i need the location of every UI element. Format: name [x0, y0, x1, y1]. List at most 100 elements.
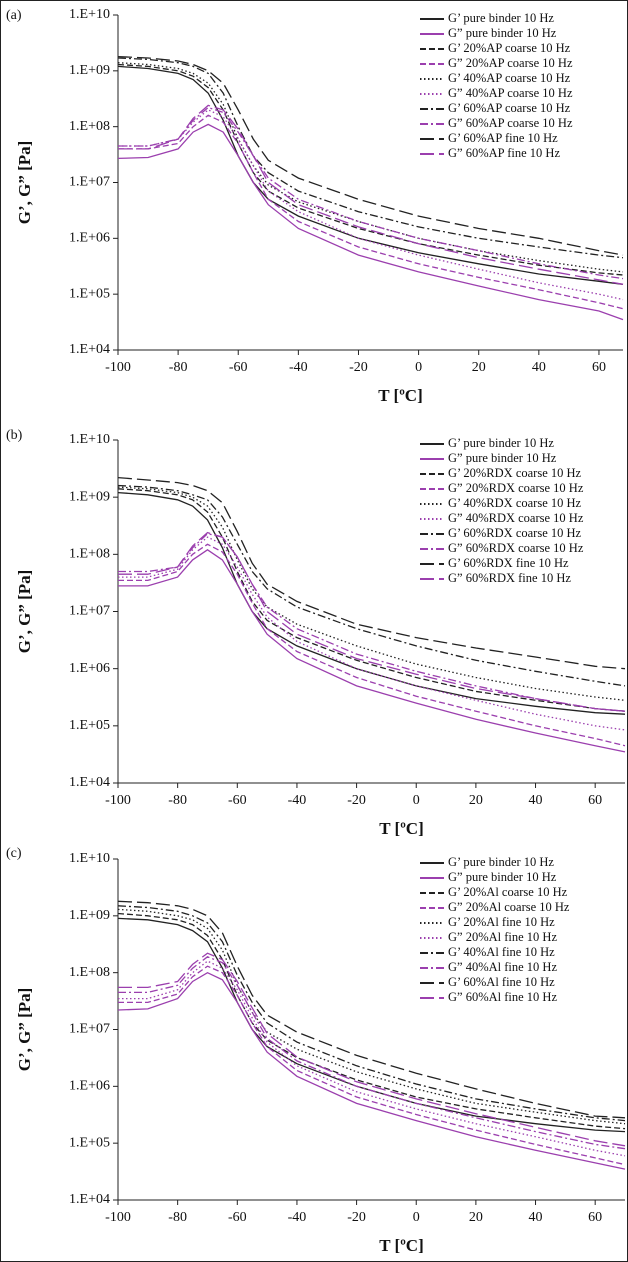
y-tick-label: 1.E+07 — [69, 604, 110, 619]
x-tick-label: -80 — [169, 360, 188, 375]
y-tick-label: 1.E+10 — [69, 7, 110, 22]
x-tick-label: -80 — [168, 1210, 187, 1225]
series-line — [118, 104, 624, 285]
x-tick-label: 0 — [413, 793, 420, 808]
series-line — [117, 57, 624, 259]
x-tick-label: -20 — [347, 793, 366, 808]
legend-label: G’ 40%Al fine 10 Hz — [448, 945, 555, 959]
series-line — [117, 908, 626, 1125]
legend-label: G” pure binder 10 Hz — [448, 26, 557, 40]
legend-label: G’ pure binder 10 Hz — [448, 436, 554, 450]
legend-label: G’ 60%AP coarse 10 Hz — [448, 101, 571, 115]
y-tick-label: 1.E+08 — [69, 965, 110, 980]
y-tick-label: 1.E+09 — [69, 63, 110, 78]
x-tick-label: 40 — [529, 793, 543, 808]
x-tick-label: -80 — [168, 793, 187, 808]
series-line — [118, 531, 626, 712]
legend-label: G’ 40%RDX coarse 10 Hz — [448, 496, 582, 510]
x-tick-label: 60 — [588, 793, 602, 808]
legend-label: G’ 40%AP coarse 10 Hz — [448, 71, 571, 85]
y-tick-label: 1.E+09 — [69, 489, 110, 504]
legend-label: G’ 20%AP coarse 10 Hz — [448, 41, 571, 55]
x-tick-label: 20 — [469, 793, 483, 808]
series-line — [117, 905, 626, 1122]
series-line — [117, 491, 626, 715]
legend-label: G” 60%Al fine 10 Hz — [448, 990, 557, 1004]
y-axis-label: G’, G” [Pa] — [15, 141, 34, 225]
legend-label: G” pure binder 10 Hz — [448, 870, 557, 884]
legend-label: G’ 60%RDX coarse 10 Hz — [448, 526, 582, 540]
legend-label: G” 40%RDX coarse 10 Hz — [448, 511, 584, 525]
y-tick-label: 1.E+05 — [69, 286, 110, 301]
x-tick-label: -40 — [289, 360, 308, 375]
x-tick-label: -60 — [228, 793, 247, 808]
y-tick-label: 1.E+08 — [69, 547, 110, 562]
x-axis-label: T [ºC] — [378, 386, 423, 405]
y-tick-label: 1.E+06 — [69, 231, 110, 246]
x-tick-label: -40 — [288, 1210, 307, 1225]
y-tick-label: 1.E+06 — [69, 1079, 110, 1094]
x-axis-label: T [ºC] — [379, 819, 424, 838]
series-line — [118, 965, 626, 1166]
legend-label: G’ 20%Al coarse 10 Hz — [448, 885, 568, 899]
legend-label: G” 20%Al coarse 10 Hz — [448, 900, 570, 914]
y-tick-label: 1.E+09 — [69, 908, 110, 923]
series-line — [118, 956, 626, 1150]
legend-label: G’ pure binder 10 Hz — [448, 855, 554, 869]
legend-label: G” 20%RDX coarse 10 Hz — [448, 481, 584, 495]
x-axis-label: T [ºC] — [379, 1236, 424, 1255]
series-line — [117, 484, 626, 687]
x-tick-label: -40 — [288, 793, 307, 808]
panel-label: (b) — [6, 428, 23, 443]
series-line — [117, 900, 626, 1119]
x-tick-label: -20 — [349, 360, 368, 375]
y-tick-label: 1.E+04 — [69, 342, 110, 357]
legend-label: G’ 20%Al fine 10 Hz — [448, 915, 555, 929]
y-tick-label: 1.E+08 — [69, 119, 110, 134]
legend-label: G” 20%AP coarse 10 Hz — [448, 56, 573, 70]
series-line — [117, 55, 624, 256]
x-tick-label: -60 — [229, 360, 248, 375]
x-tick-label: -60 — [228, 1210, 247, 1225]
series-line — [117, 912, 626, 1130]
x-tick-label: -100 — [105, 360, 131, 375]
legend-label: G’ 60%AP fine 10 Hz — [448, 131, 558, 145]
series-line — [118, 106, 624, 280]
series-line — [117, 476, 626, 670]
x-tick-label: 40 — [529, 1210, 543, 1225]
series-line — [118, 960, 626, 1157]
legend-label: G” 60%AP coarse 10 Hz — [448, 116, 573, 130]
series-line — [118, 114, 624, 310]
x-tick-label: -100 — [105, 1210, 131, 1225]
series-line — [118, 549, 626, 753]
legend-label: G’ 20%RDX coarse 10 Hz — [448, 466, 582, 480]
legend-label: G” pure binder 10 Hz — [448, 451, 557, 465]
y-tick-label: 1.E+07 — [69, 175, 110, 190]
series-line — [117, 65, 624, 285]
y-axis-label: G’, G” [Pa] — [15, 570, 34, 654]
x-tick-label: 0 — [413, 1210, 420, 1225]
x-tick-label: 40 — [532, 360, 546, 375]
series-line — [117, 123, 624, 321]
series-line — [118, 109, 624, 301]
panel-label: (c) — [6, 846, 22, 861]
x-tick-label: 60 — [588, 1210, 602, 1225]
x-tick-label: -20 — [347, 1210, 366, 1225]
y-tick-label: 1.E+04 — [69, 775, 110, 790]
panel-label: (a) — [6, 8, 22, 23]
series-line — [117, 62, 624, 273]
legend-label: G” 60%AP fine 10 Hz — [448, 146, 560, 160]
y-tick-label: 1.E+07 — [69, 1022, 110, 1037]
series-line — [118, 536, 626, 731]
x-tick-label: 0 — [415, 360, 422, 375]
x-tick-label: -100 — [105, 793, 131, 808]
x-tick-label: 60 — [592, 360, 606, 375]
y-tick-label: 1.E+04 — [69, 1192, 110, 1207]
legend-label: G” 60%RDX coarse 10 Hz — [448, 541, 584, 555]
y-tick-label: 1.E+10 — [69, 851, 110, 866]
series-line — [117, 971, 626, 1170]
series-line — [117, 63, 624, 276]
legend-label: G’ 60%Al fine 10 Hz — [448, 975, 555, 989]
y-tick-label: 1.E+06 — [69, 661, 110, 676]
